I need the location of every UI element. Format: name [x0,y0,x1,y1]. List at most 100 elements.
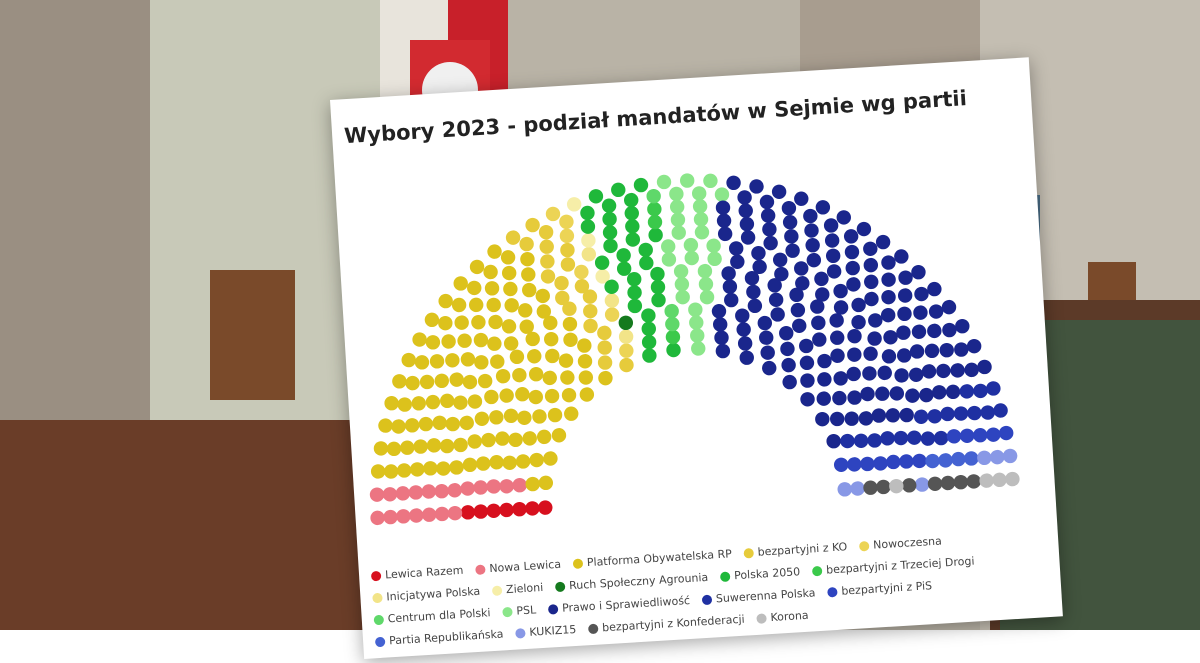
seat [499,388,514,403]
seat [400,440,415,455]
seat [992,472,1007,488]
seat [558,353,574,368]
seat [543,451,558,466]
seat [817,372,832,387]
seat [656,174,672,190]
seat [540,254,555,269]
legend-swatch [756,613,767,624]
seat [829,313,844,328]
seat [619,357,634,373]
seat [770,307,785,322]
seat [382,487,398,502]
legend-label: Partia Republikańska [389,627,504,647]
seat [551,428,567,443]
seat [647,214,663,230]
seat [641,334,657,350]
seat [862,366,877,381]
seat [739,216,755,232]
seat [871,408,887,423]
seat [825,248,841,264]
seat [843,229,859,244]
seat [421,484,436,499]
seat [563,332,578,347]
seat [459,415,474,431]
seat [460,352,476,367]
seat [816,391,831,406]
seat [489,410,504,425]
seat [560,257,576,272]
seat [792,318,807,333]
seat [875,234,891,250]
seat [735,308,750,323]
seat [875,386,890,401]
seat [847,347,862,362]
seat [559,214,574,230]
seat [597,355,613,370]
legend-swatch [475,564,486,575]
seat [665,329,681,345]
seat [774,266,789,282]
seat [927,323,942,339]
seat [503,336,519,351]
seat [577,338,592,353]
seat [679,173,695,188]
seat [495,369,511,384]
seat [601,198,617,213]
seat [691,341,706,356]
seat [413,439,428,454]
seat [740,230,756,245]
seat [642,348,657,363]
seat [508,432,523,448]
seat [484,389,499,405]
legend-swatch [492,585,503,596]
seat [893,430,909,446]
seat [847,390,862,405]
seat [867,433,882,448]
seat [851,297,866,313]
seat [877,365,892,381]
seat [624,192,639,208]
seat [578,370,594,385]
seat [847,457,862,472]
seat [554,275,569,291]
seat [638,242,653,258]
seat [860,456,875,472]
seat [438,315,453,331]
seat [598,370,613,386]
seat [664,303,679,319]
legend-swatch [375,636,386,647]
seat [959,384,975,399]
seat [604,307,620,322]
seat [713,317,728,332]
seat [881,349,897,364]
seat [625,219,640,234]
seat [844,244,860,260]
seat [1002,448,1018,464]
seat [863,480,878,495]
seat [468,297,484,313]
seat [886,454,901,470]
seat [863,346,878,361]
seat [627,298,643,314]
seat [964,362,979,378]
seat [595,269,610,284]
seat [522,431,537,446]
seat [429,354,445,369]
seat [697,263,713,279]
seat [908,367,924,382]
seat [780,341,795,357]
seat [785,243,800,258]
seat [973,383,988,399]
seat [602,225,618,240]
seat [683,237,699,253]
seat [445,353,460,368]
seat [941,299,957,315]
seat [881,255,896,270]
seat [411,396,426,411]
seat [889,478,904,494]
seat [946,429,962,444]
seat [768,292,784,307]
seat [815,411,830,427]
seat [476,456,491,471]
seat [811,315,826,331]
